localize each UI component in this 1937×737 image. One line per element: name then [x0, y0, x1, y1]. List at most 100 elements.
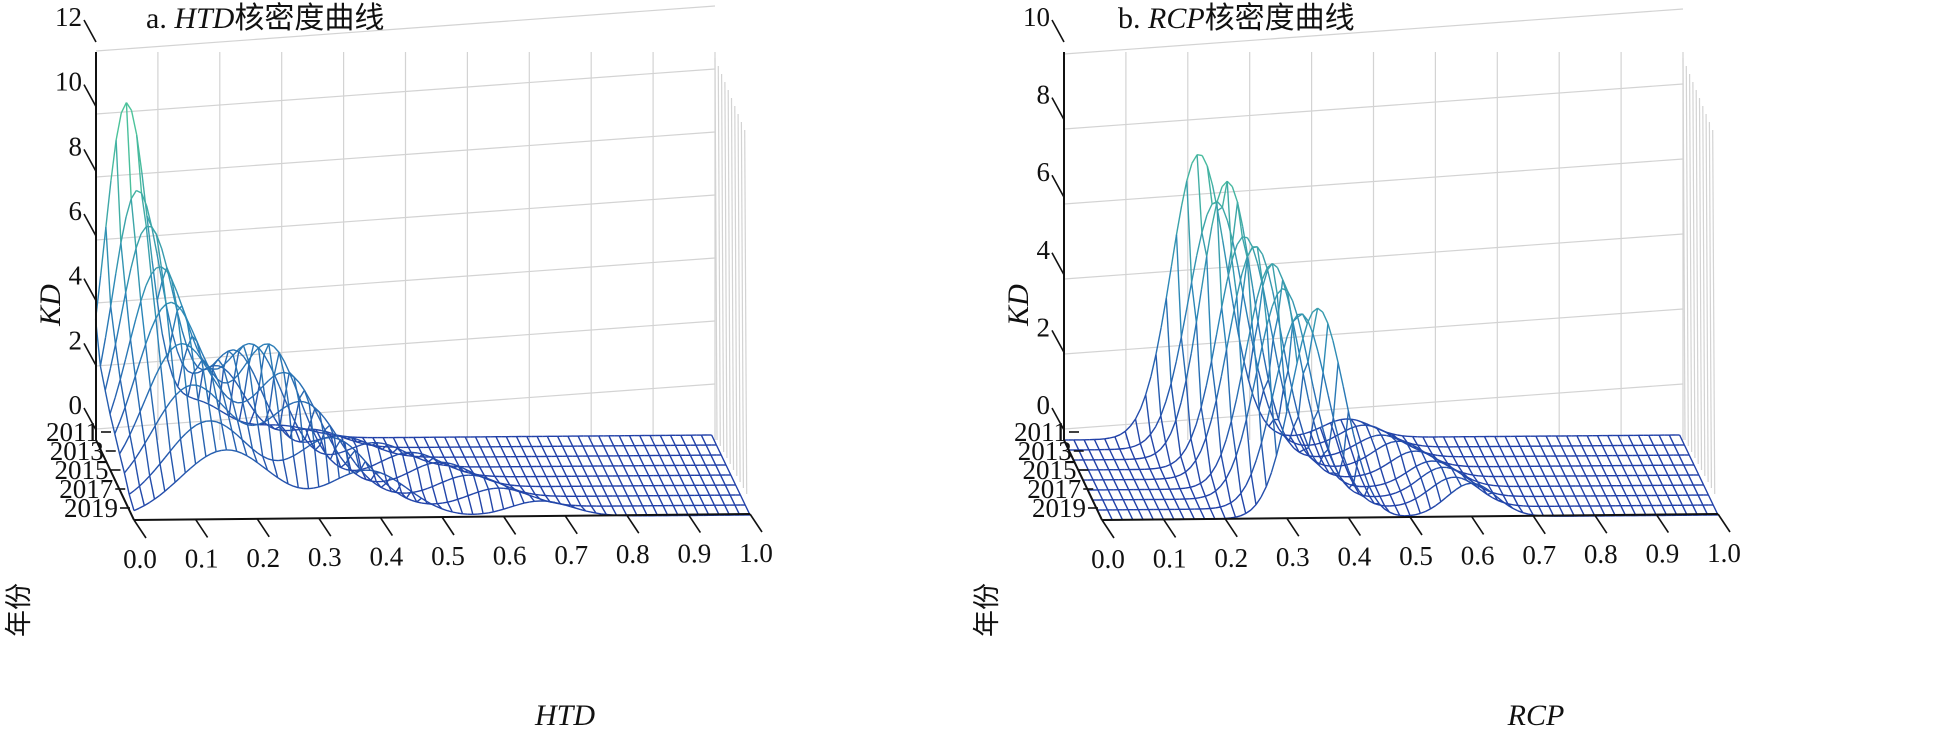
- surface-segment: [719, 494, 726, 506]
- surface-segment: [1426, 460, 1432, 463]
- surface-segment: [308, 487, 314, 490]
- surface-segment: [370, 472, 377, 481]
- surface-segment: [140, 226, 147, 235]
- surface-segment: [565, 475, 572, 487]
- surface-segment: [144, 443, 151, 476]
- x-tick-label: 0.8: [1584, 539, 1618, 569]
- surface-segment: [447, 477, 454, 481]
- surface-segment: [483, 512, 489, 515]
- surface-segment: [1405, 484, 1412, 489]
- surface-segment: [1225, 468, 1232, 480]
- surface-segment: [143, 501, 150, 507]
- surface-segment: [1134, 442, 1141, 447]
- surface-segment: [1385, 441, 1392, 445]
- surface-segment: [431, 486, 438, 504]
- surface-segment: [1309, 429, 1316, 433]
- surface-segment: [1179, 471, 1186, 476]
- surface-segment: [1154, 467, 1161, 470]
- x-tick-mark: [256, 518, 270, 538]
- surface-segment: [1360, 438, 1367, 443]
- surface-segment: [554, 501, 561, 505]
- surface-segment: [1350, 443, 1356, 449]
- surface-segment: [1328, 464, 1335, 474]
- surface-segment: [324, 436, 330, 439]
- surface-segment: [238, 351, 245, 358]
- x-tick-label: 0.3: [1276, 542, 1310, 572]
- surface-segment: [203, 401, 209, 405]
- surface-segment: [1585, 455, 1592, 467]
- surface-segment: [227, 354, 234, 362]
- surface-segment: [1445, 492, 1452, 499]
- surface-segment: [1312, 409, 1319, 421]
- surface-segment: [1301, 323, 1308, 342]
- surface-segment: [151, 260, 158, 301]
- surface-segment: [1461, 483, 1467, 487]
- surface-segment: [477, 512, 484, 515]
- surface-segment: [575, 495, 582, 507]
- surface-segment: [1189, 487, 1196, 499]
- surface-segment: [252, 347, 260, 354]
- z-tick-mark: [83, 19, 97, 43]
- surface-segment: [262, 456, 269, 471]
- surface-segment: [684, 444, 692, 456]
- surface-segment: [1657, 474, 1664, 486]
- surface-segment: [1303, 449, 1310, 457]
- surface-segment: [452, 478, 459, 500]
- surface-segment: [299, 389, 305, 399]
- year-axis-label: 年份: [4, 583, 34, 637]
- surface-segment: [1271, 262, 1278, 269]
- surface-segment: [1616, 475, 1623, 487]
- surface-segment: [1355, 424, 1362, 428]
- surface-segment: [1138, 489, 1145, 500]
- surface-segment: [426, 464, 434, 487]
- surface-segment: [1324, 454, 1331, 457]
- surface-segment: [1586, 435, 1593, 447]
- surface-segment: [1301, 313, 1308, 324]
- surface-segment: [1652, 444, 1660, 456]
- surface-segment: [248, 403, 255, 412]
- surface-segment: [1373, 495, 1380, 505]
- grid-line: [1695, 89, 1699, 465]
- surface-segment: [1390, 440, 1397, 443]
- surface-segment: [129, 375, 136, 393]
- surface-segment: [582, 445, 589, 457]
- surface-segment: [1355, 419, 1362, 423]
- surface-segment: [109, 413, 116, 434]
- surface-segment: [1170, 460, 1176, 466]
- surface-segment: [520, 446, 527, 457]
- surface-segment: [1286, 322, 1293, 337]
- surface-segment: [601, 485, 608, 497]
- surface-segment: [1200, 437, 1207, 452]
- surface-segment: [1427, 452, 1433, 456]
- surface-segment: [1347, 411, 1355, 435]
- surface-segment: [1175, 420, 1182, 457]
- surface-segment: [1119, 430, 1126, 436]
- surface-segment: [1545, 435, 1552, 447]
- surface-segment: [1384, 494, 1391, 497]
- surface-segment: [649, 435, 656, 446]
- surface-segment: [190, 347, 198, 354]
- surface-segment: [1364, 472, 1371, 476]
- surface-segment: [1400, 455, 1407, 473]
- surface-segment: [1185, 353, 1192, 381]
- surface-segment: [1503, 476, 1510, 487]
- surface-segment: [1445, 478, 1452, 494]
- surface-segment: [1307, 361, 1314, 387]
- surface-segment: [314, 408, 321, 420]
- surface-segment: [1206, 226, 1213, 257]
- surface-segment: [278, 459, 284, 462]
- surface-segment: [520, 466, 527, 477]
- surface-segment: [1580, 465, 1587, 477]
- surface-segment: [499, 466, 506, 477]
- surface-segment: [1188, 508, 1196, 520]
- surface-segment: [1145, 376, 1152, 395]
- surface-segment: [1533, 496, 1540, 507]
- surface-segment: [1319, 440, 1326, 444]
- surface-segment: [725, 464, 732, 476]
- surface-segment: [104, 368, 111, 391]
- surface-segment: [1206, 166, 1213, 205]
- surface-segment: [1397, 434, 1403, 437]
- surface-segment: [258, 347, 265, 356]
- surface-segment: [171, 310, 178, 334]
